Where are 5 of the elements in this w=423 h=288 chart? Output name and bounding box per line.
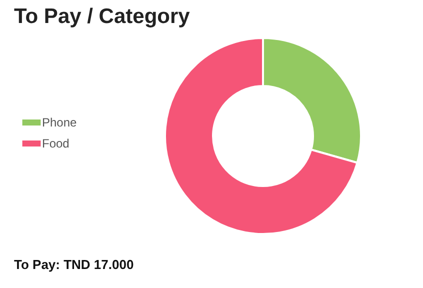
legend-label: Phone xyxy=(42,116,78,130)
legend-label: Food xyxy=(42,136,70,150)
text: To Pay: TND 17.000 xyxy=(14,257,134,272)
chart-title: To Pay / Category xyxy=(14,5,190,29)
donut-slice xyxy=(164,37,358,235)
